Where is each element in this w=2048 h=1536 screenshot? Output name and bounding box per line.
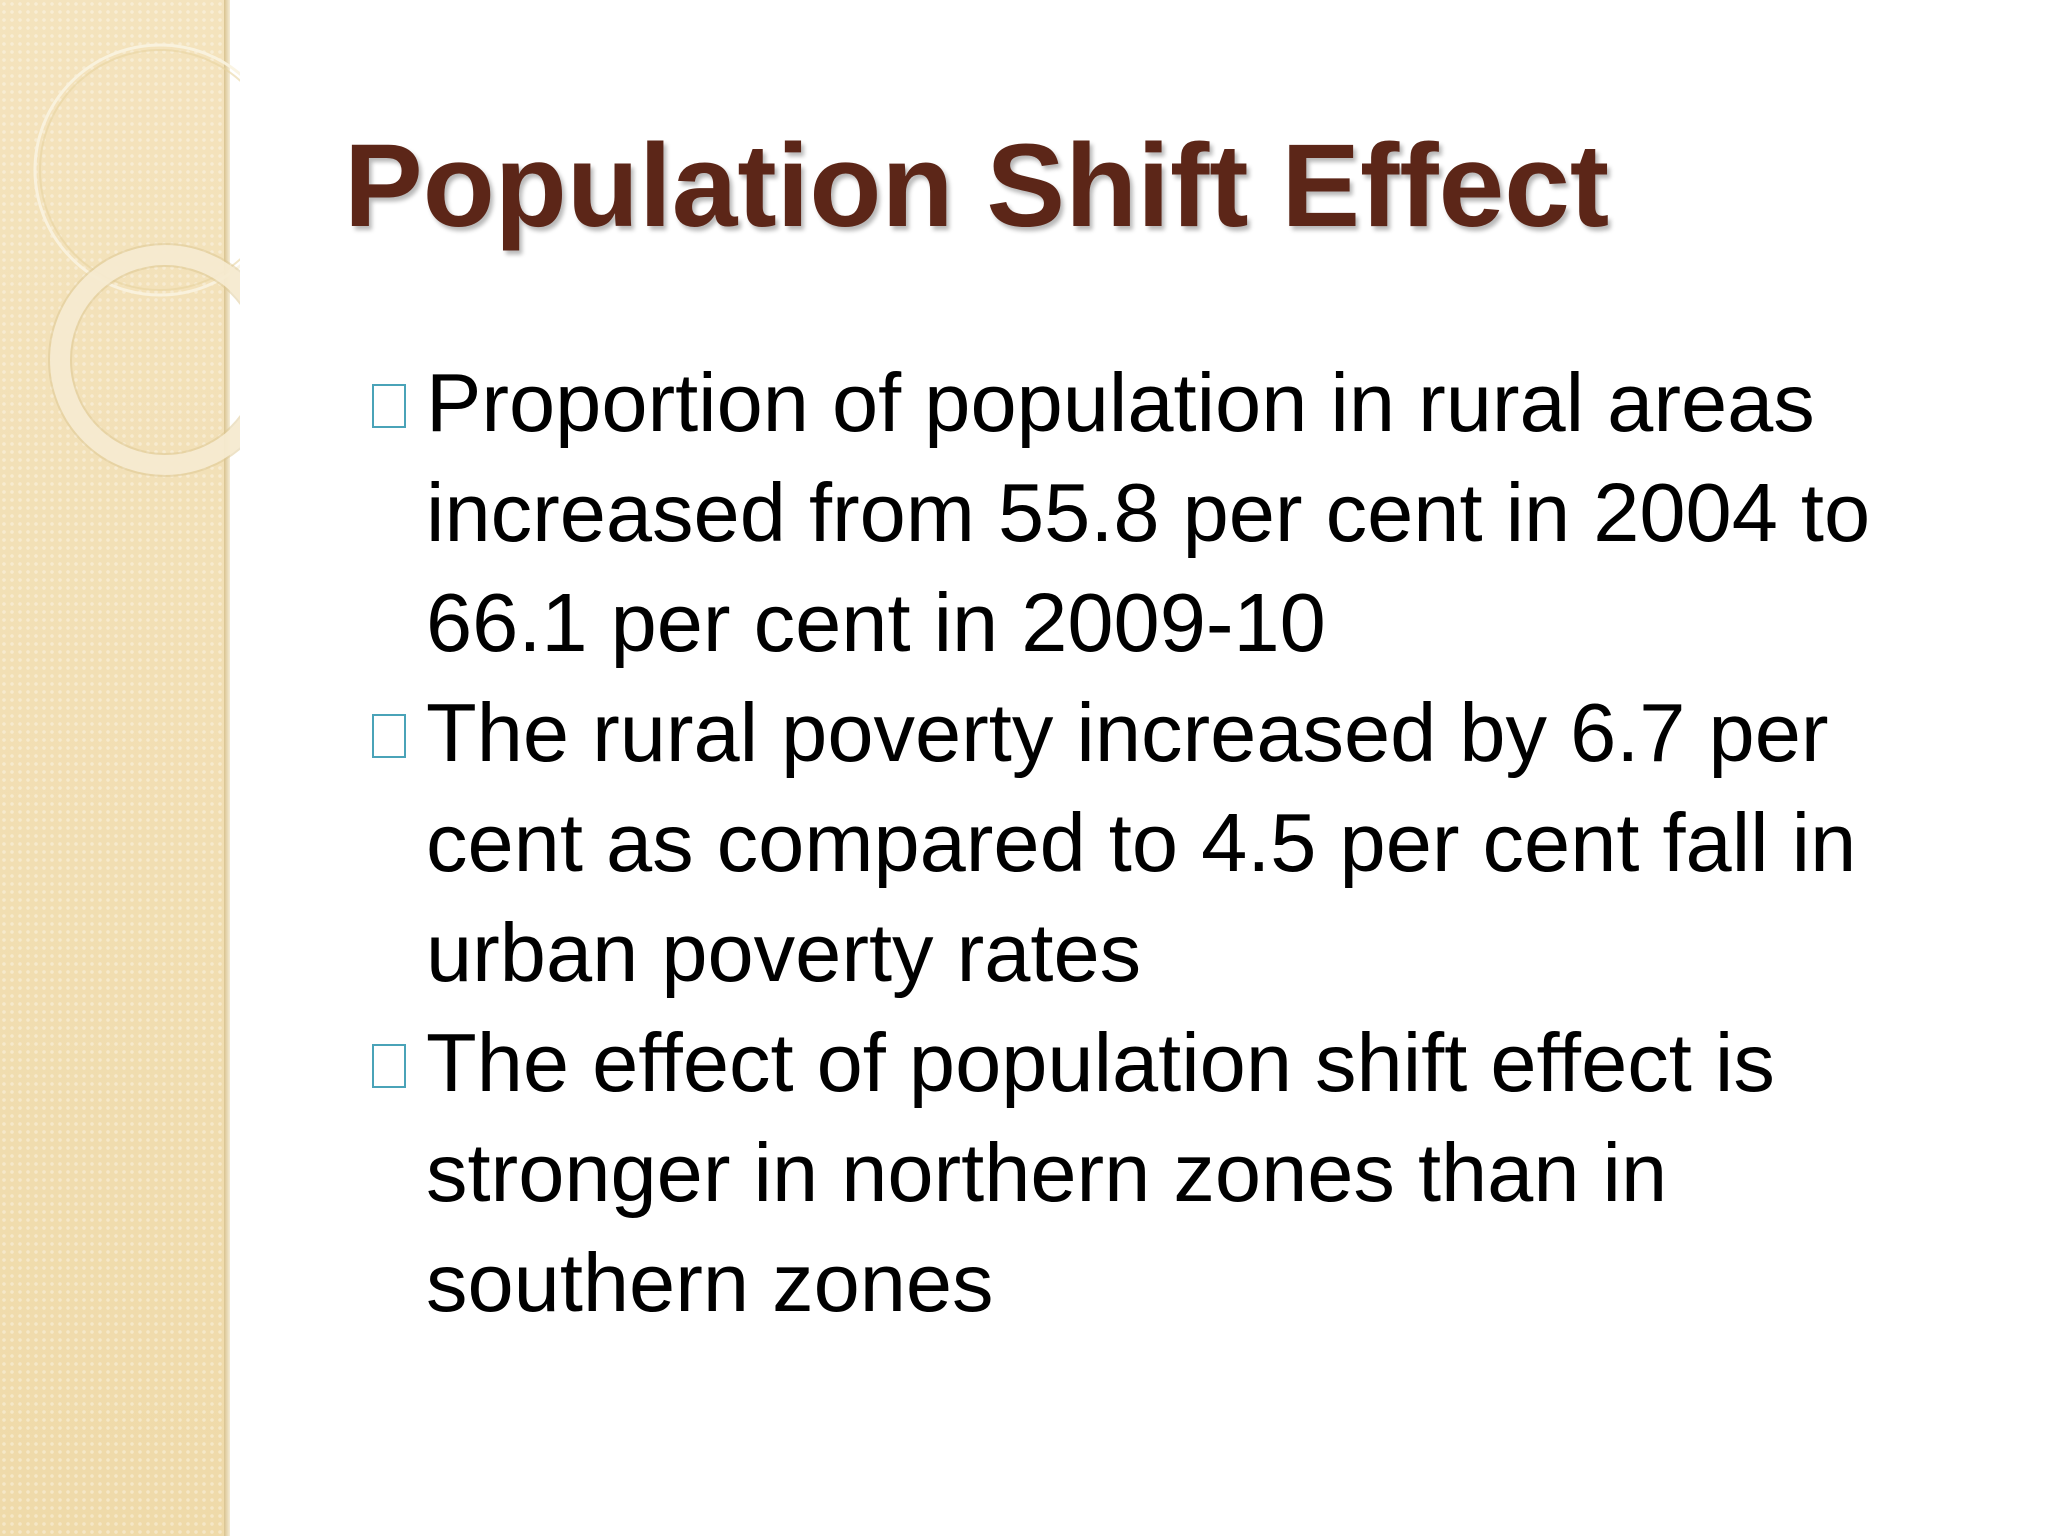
side-panel-edge — [224, 0, 230, 1536]
bullet-item-zones: The effect of population shift effect is… — [372, 1008, 1992, 1338]
decorative-rings-icon — [33, 43, 240, 477]
square-bullet-icon — [372, 714, 406, 758]
bullet-text: The effect of population shift effect is… — [426, 1016, 1775, 1329]
bullet-item-rural-population: Proportion of population in rural areas … — [372, 348, 1992, 678]
square-bullet-icon — [372, 384, 406, 428]
bullet-list: Proportion of population in rural areas … — [372, 348, 1992, 1338]
bullet-text: Proportion of population in rural areas … — [426, 356, 1871, 669]
square-bullet-icon — [372, 1044, 406, 1088]
slide-title: Population Shift Effect — [344, 120, 1610, 252]
bullet-item-rural-poverty: The rural poverty increased by 6.7 per c… — [372, 678, 1992, 1008]
bullet-text: The rural poverty increased by 6.7 per c… — [426, 686, 1857, 999]
